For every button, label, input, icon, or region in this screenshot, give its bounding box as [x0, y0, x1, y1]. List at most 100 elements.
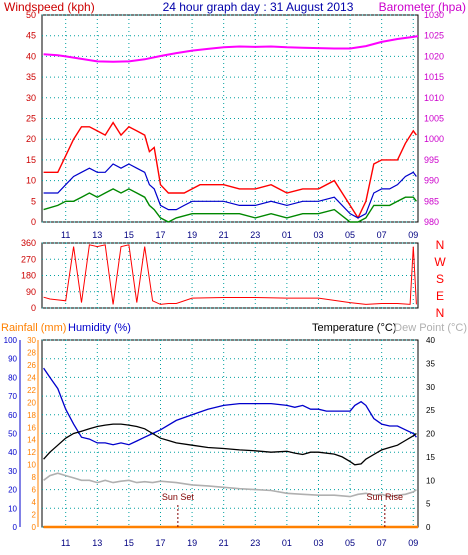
temperature-grid	[19, 339, 418, 528]
temp-xtick-10: 07	[377, 538, 387, 548]
wind-ytick-7: 35	[26, 72, 36, 82]
gust-series-line	[43, 121, 417, 220]
rain-ytick-14: 28	[27, 348, 36, 357]
wind-ytick-0: 0	[31, 217, 36, 227]
temp-xtick-9: 05	[345, 538, 355, 548]
chart-title: 24 hour graph day : 31 August 2013	[163, 0, 354, 14]
wind-xtick-11: 09	[408, 230, 418, 240]
dewpoint-ylabel: Dew Point (°C)	[394, 322, 467, 334]
barometer-ytick-3: 995	[424, 155, 439, 165]
humidity-ytick-1: 10	[8, 504, 17, 513]
wind-ytick-6: 30	[26, 93, 36, 103]
humidity-ytick-7: 70	[8, 392, 17, 401]
humidity-ytick-4: 40	[8, 448, 17, 457]
barometer-ytick-2: 990	[424, 176, 439, 186]
direction-y-ticks: 0 90 180 270 360	[21, 238, 36, 313]
wind-ytick-9: 45	[26, 31, 36, 41]
wind-x-ticks: 11 13 15 17 19 21 23 01 03 05 07 09	[61, 230, 418, 240]
dir-ytick-4: 360	[21, 238, 36, 248]
wind-series	[43, 35, 419, 223]
temperature-series	[43, 367, 418, 529]
temp-xtick-3: 17	[155, 538, 165, 548]
wind-ytick-8: 40	[26, 51, 36, 61]
wind-grid	[42, 14, 418, 223]
rain-ytick-12: 24	[27, 373, 36, 382]
temperature-ytick-6: 30	[426, 383, 435, 392]
humidity-ytick-8: 80	[8, 373, 17, 382]
rain-ytick-13: 26	[27, 361, 36, 370]
rain-ytick-0: 0	[32, 523, 37, 532]
humidity-ytick-5: 50	[8, 430, 17, 439]
dir-ytick-2: 180	[21, 271, 36, 281]
temperature-ytick-7: 35	[426, 359, 435, 368]
temp-xtick-7: 01	[282, 538, 292, 548]
temperature-ytick-3: 15	[426, 453, 435, 462]
rain-ytick-15: 30	[27, 336, 36, 345]
temp-xtick-4: 19	[187, 538, 197, 548]
humidity-y-ticks: 0 10 20 30 40 50 60 70 80 90 100	[4, 336, 18, 532]
direction-series	[43, 244, 417, 305]
wind-xtick-2: 15	[124, 230, 134, 240]
direction-series-line	[43, 244, 417, 305]
temp-xtick-1: 13	[92, 538, 102, 548]
wind-min-series-line	[43, 188, 417, 223]
barometer-ytick-7: 1015	[424, 72, 444, 82]
humidity-ylabel: Humidity (%)	[68, 322, 131, 334]
compass-tick-0: N	[436, 238, 445, 252]
temperature-ylabel: Temperature (°C)	[312, 322, 396, 334]
humidity-ytick-9: 90	[8, 355, 17, 364]
dir-ytick-1: 90	[26, 287, 36, 297]
wind-xtick-4: 19	[187, 230, 197, 240]
sun-label-0: Sun Set	[162, 492, 195, 502]
rain-ytick-11: 22	[27, 386, 36, 395]
wind-ytick-5: 25	[26, 114, 36, 124]
temperature-ytick-2: 10	[426, 476, 435, 485]
wind-xtick-8: 03	[313, 230, 323, 240]
barometer-ytick-9: 1025	[424, 31, 444, 41]
rainfall-ylabel: Rainfall (mm)	[1, 322, 66, 334]
barometer-ytick-1: 985	[424, 196, 439, 206]
barometer-ytick-5: 1005	[424, 114, 444, 124]
humidity-ytick-6: 60	[8, 411, 17, 420]
temp-xtick-6: 23	[250, 538, 260, 548]
temperature-x-ticks: 11 13 15 17 19 21 23 01 03 05 07 09	[61, 538, 418, 548]
wind-xtick-9: 05	[345, 230, 355, 240]
humidity-ytick-0: 0	[13, 523, 18, 532]
temperature-series-line	[43, 423, 417, 466]
rain-ytick-9: 18	[27, 411, 36, 420]
wind-series-line	[43, 163, 417, 219]
temp-xtick-11: 09	[408, 538, 418, 548]
rain-ytick-4: 8	[32, 473, 37, 482]
dir-ytick-0: 0	[31, 303, 36, 313]
wind-xtick-3: 17	[155, 230, 165, 240]
compass-tick-1: W	[434, 255, 446, 269]
wind-ylabel: Windspeed (kph)	[4, 0, 95, 14]
temperature-ytick-0: 0	[426, 523, 431, 532]
rain-ytick-7: 14	[27, 436, 36, 445]
humidity-ytick-2: 20	[8, 486, 17, 495]
sun-label-1: Sun Rise	[367, 492, 404, 502]
wind-ytick-1: 5	[31, 196, 36, 206]
barometer-ytick-0: 980	[424, 217, 439, 227]
wind-xtick-5: 21	[219, 230, 229, 240]
wind-xtick-10: 07	[377, 230, 387, 240]
direction-grid	[42, 242, 418, 309]
rain-ytick-1: 2	[32, 511, 37, 520]
compass-tick-4: N	[436, 306, 445, 320]
temp-xtick-0: 11	[61, 538, 70, 548]
barometer-ytick-10: 1030	[424, 10, 444, 20]
temp-xtick-2: 15	[124, 538, 134, 548]
wind-ytick-10: 50	[26, 10, 36, 20]
wind-xtick-0: 11	[61, 230, 70, 240]
temperature-ytick-5: 25	[426, 406, 435, 415]
sun-annotations: Sun Set Sun Rise	[162, 492, 403, 527]
wind-xtick-1: 13	[92, 230, 102, 240]
rain-ytick-5: 10	[27, 461, 36, 470]
rain-ytick-10: 20	[27, 398, 36, 407]
barometer-ylabel: Barometer (hpa)	[379, 0, 466, 14]
barometer-ytick-6: 1010	[424, 93, 444, 103]
dewpoint-series-line	[43, 472, 417, 498]
